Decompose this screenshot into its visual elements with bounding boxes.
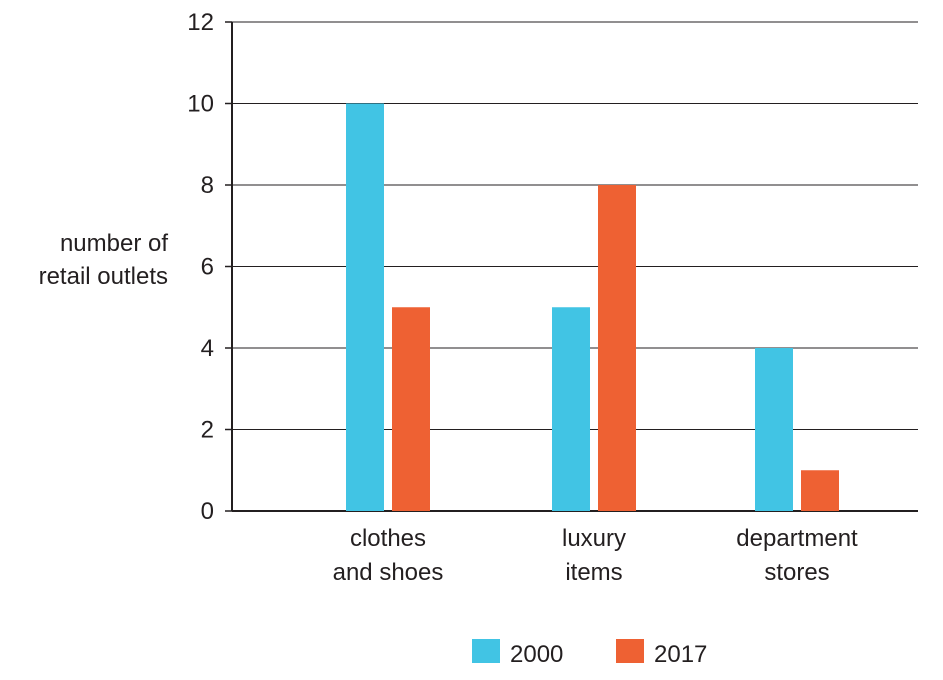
y-tick-label: 4	[201, 335, 214, 362]
y-tick-label: 2	[201, 417, 214, 444]
legend-swatch	[472, 639, 500, 663]
x-tick-label: luxury	[562, 525, 626, 552]
y-axis-label: number of retail outlets	[39, 230, 169, 290]
y-axis-label-line: number of	[60, 230, 168, 257]
bars	[346, 103, 839, 511]
bar-2017	[598, 185, 636, 511]
y-axis-label-line: retail outlets	[39, 263, 168, 290]
y-tick-labels: 0 2 4 6 8 10 12	[187, 9, 214, 525]
x-tick-label: clothes	[350, 525, 426, 552]
x-tick-label: stores	[764, 559, 829, 586]
bar-2000	[346, 103, 384, 511]
bar-2017	[801, 470, 839, 511]
x-tick-label: department	[736, 525, 858, 552]
y-tick-label: 12	[187, 9, 214, 36]
bar-2017	[392, 307, 430, 511]
bar-2000	[552, 307, 590, 511]
legend-label: 2017	[654, 641, 707, 668]
x-tick-label: and shoes	[333, 559, 444, 586]
y-tick-label: 8	[201, 172, 214, 199]
legend-label: 2000	[510, 641, 563, 668]
x-tick-labels: clothes and shoes luxury items department sto…	[333, 525, 858, 586]
x-tick-label: items	[565, 559, 622, 586]
legend: 2000 2017	[472, 639, 707, 668]
y-tick-label: 10	[187, 91, 214, 118]
legend-swatch	[616, 639, 644, 663]
bar-2000	[755, 348, 793, 511]
y-tick-label: 6	[201, 254, 214, 281]
y-tick-label: 0	[201, 498, 214, 525]
